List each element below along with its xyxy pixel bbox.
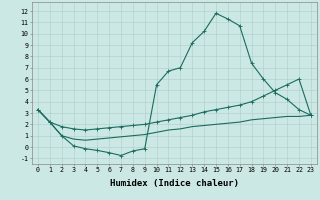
- X-axis label: Humidex (Indice chaleur): Humidex (Indice chaleur): [110, 179, 239, 188]
